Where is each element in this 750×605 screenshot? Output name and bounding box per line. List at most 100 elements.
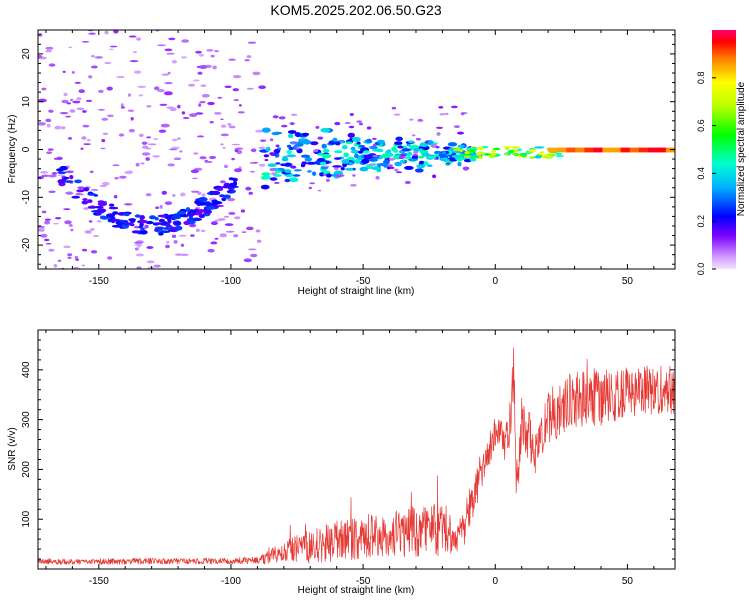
spectrogram-cluster bbox=[379, 155, 383, 160]
spectrogram-cluster bbox=[348, 162, 354, 165]
spectrogram-cluster bbox=[340, 167, 345, 171]
spectrogram-speckle bbox=[147, 143, 157, 146]
spectrogram-speckle bbox=[86, 138, 91, 142]
spectrogram-speckle bbox=[172, 194, 176, 197]
spectrogram-line bbox=[557, 147, 567, 153]
spectrogram-speckle bbox=[435, 146, 440, 149]
spectrogram-speckle bbox=[393, 113, 401, 116]
spectrogram-y-tick-label: 10 bbox=[21, 96, 32, 108]
spectrogram-speckle bbox=[181, 39, 190, 43]
spectrogram-speckle bbox=[62, 70, 66, 73]
spectrogram-cluster bbox=[267, 163, 277, 168]
spectrogram-core bbox=[491, 150, 496, 153]
spectrogram-speckle bbox=[166, 52, 175, 55]
spectrogram-arc bbox=[160, 214, 167, 218]
spectrogram-speckle bbox=[155, 206, 160, 209]
spectrogram-speckle bbox=[135, 162, 140, 167]
colorbar-label: Normalized spectral amplitude bbox=[736, 81, 747, 216]
spectrogram-arc bbox=[231, 190, 236, 194]
spectrogram-speckle bbox=[45, 242, 52, 245]
spectrogram-cluster bbox=[286, 144, 292, 148]
spectrogram-line bbox=[611, 147, 622, 153]
spectrogram-speckle bbox=[104, 62, 112, 64]
spectrogram-speckle bbox=[372, 137, 377, 140]
spectrogram-arc bbox=[193, 217, 203, 221]
spectrogram-speckle bbox=[234, 147, 244, 150]
spectrogram-arc bbox=[123, 222, 134, 226]
spectrogram-speckle bbox=[245, 186, 252, 191]
spectrogram-speckle bbox=[63, 245, 71, 249]
spectrogram-speckle bbox=[41, 210, 47, 214]
spectrogram-cluster bbox=[332, 165, 342, 168]
spectrogram-speckle bbox=[147, 266, 155, 269]
spectrogram-speckle bbox=[399, 155, 406, 159]
spectrogram-speckle bbox=[250, 253, 258, 258]
spectrogram-arc bbox=[87, 199, 93, 204]
spectrogram-speckle bbox=[214, 50, 219, 53]
spectrogram-speckle bbox=[425, 141, 429, 144]
spectrogram-speckle bbox=[46, 123, 51, 128]
spectrogram-speckle bbox=[159, 103, 168, 106]
spectrogram-speckle bbox=[228, 125, 236, 129]
spectrogram-speckle bbox=[228, 58, 236, 61]
spectrogram-speckle bbox=[400, 153, 406, 157]
spectrogram-cluster bbox=[300, 154, 311, 158]
spectrogram-speckle bbox=[366, 126, 372, 130]
spectrogram-speckle bbox=[195, 50, 202, 54]
spectrogram-speckle bbox=[134, 241, 143, 244]
spectrogram-cluster bbox=[274, 152, 280, 158]
spectrogram-speckle bbox=[69, 109, 76, 113]
spectrogram-core bbox=[477, 156, 483, 160]
spectrogram-speckle bbox=[308, 186, 312, 190]
spectrogram-speckle bbox=[210, 241, 218, 245]
spectrogram-speckle bbox=[48, 174, 57, 178]
spectrogram-speckle bbox=[128, 128, 135, 133]
spectrogram-cluster bbox=[288, 133, 294, 139]
spectrogram-speckle bbox=[91, 55, 95, 58]
spectrogram-cluster bbox=[401, 148, 411, 152]
snr-ticks: -150 -100 -50 0 50 100 200 300 400 bbox=[21, 329, 675, 587]
spectrogram-arc bbox=[228, 177, 235, 181]
spectrogram-cluster bbox=[341, 144, 348, 150]
spectrogram-speckle bbox=[191, 190, 200, 193]
spectrogram-speckle bbox=[395, 171, 403, 174]
spectrogram-speckle bbox=[196, 135, 205, 138]
spectrogram-speckle bbox=[189, 223, 197, 228]
spectrogram-arc bbox=[123, 213, 130, 217]
spectrogram-core bbox=[539, 151, 544, 154]
spectrogram-arc bbox=[119, 219, 125, 223]
spectrogram-arc bbox=[177, 211, 187, 215]
spectrogram-speckle bbox=[99, 185, 107, 187]
spectrogram-image bbox=[38, 30, 675, 269]
spectrogram-speckle bbox=[228, 211, 236, 215]
spectrogram-y-tick-label: 0 bbox=[21, 146, 32, 152]
spectrogram-speckle bbox=[223, 164, 229, 169]
spectrogram-speckle bbox=[257, 239, 262, 243]
spectrogram-speckle bbox=[177, 104, 181, 109]
spectrogram-speckle bbox=[157, 89, 165, 93]
spectrogram-arc bbox=[57, 179, 66, 184]
spectrogram-cluster bbox=[413, 148, 420, 153]
spectrogram-arc bbox=[216, 187, 224, 192]
spectrogram-cluster bbox=[261, 127, 271, 133]
snr-y-label: SNR (v/v) bbox=[7, 427, 18, 470]
spectrogram-speckle bbox=[237, 111, 245, 114]
spectrogram-x-label: Height of straight line (km) bbox=[298, 286, 415, 297]
spectrogram-speckle bbox=[127, 170, 133, 174]
spectrogram-cluster bbox=[385, 150, 391, 155]
spectrogram-speckle bbox=[432, 174, 437, 179]
spectrogram-speckle bbox=[238, 104, 242, 107]
spectrogram-cluster bbox=[292, 174, 301, 177]
spectrogram-arc bbox=[198, 214, 205, 219]
spectrogram-speckle bbox=[68, 224, 73, 227]
spectrogram-cluster bbox=[394, 141, 403, 146]
spectrogram-speckle bbox=[250, 148, 257, 153]
spectrogram-speckle bbox=[195, 112, 204, 115]
spectrogram-speckle bbox=[198, 103, 202, 107]
spectrogram-arc bbox=[194, 200, 200, 205]
spectrogram-speckle bbox=[445, 113, 449, 115]
spectrogram-speckle bbox=[63, 208, 71, 211]
spectrogram-speckle bbox=[40, 233, 48, 238]
spectrogram-speckle bbox=[65, 115, 71, 118]
spectrogram-arc bbox=[204, 201, 212, 207]
